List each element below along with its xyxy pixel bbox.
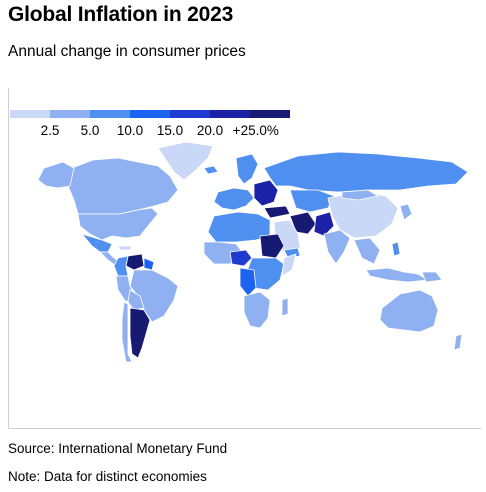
region-central-africa <box>239 267 257 297</box>
region-venezuela <box>125 253 145 271</box>
region-central-asia <box>289 189 335 213</box>
region-mongolia <box>341 189 379 201</box>
legend-ticks: 2.5 5.0 10.0 15.0 20.0 +25.0% <box>10 118 290 138</box>
region-new-zealand <box>453 333 463 351</box>
region-png <box>421 271 443 283</box>
legend-swatch-7 <box>250 110 290 118</box>
legend-tick-label: +25.0% <box>232 123 279 138</box>
region-guianas <box>143 257 155 271</box>
region-somalia <box>281 253 297 277</box>
region-southeast-asia <box>353 237 381 265</box>
region-india <box>323 229 351 265</box>
legend-swatch-4 <box>130 110 170 118</box>
legend-swatch-3 <box>90 110 130 118</box>
region-eastern-europe <box>253 179 279 207</box>
data-note: Note: Data for distinct economies <box>8 469 207 484</box>
region-pakistan <box>313 211 335 237</box>
region-usa <box>77 207 159 241</box>
region-argentina <box>129 307 151 359</box>
legend-color-bar <box>10 110 290 118</box>
region-brazil <box>129 269 179 323</box>
region-alaska <box>37 161 75 189</box>
region-chile <box>121 301 133 363</box>
subtitle: Annual change in consumer prices <box>8 43 246 60</box>
region-western-europe <box>213 187 255 211</box>
region-scandinavia <box>235 153 259 185</box>
region-greenland <box>157 141 214 181</box>
map-frame <box>8 88 481 429</box>
legend-swatch-2 <box>50 110 90 118</box>
region-caribbean <box>117 245 133 251</box>
region-turkey <box>263 205 291 219</box>
region-southern-africa <box>243 291 271 329</box>
region-canada <box>67 157 179 215</box>
region-japan <box>399 203 413 221</box>
world-inflation-map <box>37 141 469 363</box>
legend-swatch-1 <box>10 110 50 118</box>
region-iceland <box>203 165 219 175</box>
legend-swatch-6 <box>210 110 250 118</box>
region-madagascar <box>281 297 289 317</box>
legend-tick-label: 5.0 <box>80 123 100 138</box>
region-philippines <box>391 241 401 257</box>
legend-tick-label: 10.0 <box>116 123 144 138</box>
legend-tick-label: 20.0 <box>196 123 224 138</box>
legend-tick-label: 15.0 <box>156 123 184 138</box>
region-nigeria <box>229 249 253 267</box>
region-russia <box>263 151 469 193</box>
legend-swatch-5 <box>170 110 210 118</box>
source-note: Source: International Monetary Fund <box>8 441 228 456</box>
region-australia <box>379 289 439 333</box>
region-indonesia <box>365 267 429 283</box>
region-sudan <box>259 233 285 259</box>
legend-tick-label: 2.5 <box>40 123 60 138</box>
page-title: Global Inflation in 2023 <box>8 3 234 26</box>
color-legend: 2.5 5.0 10.0 15.0 20.0 +25.0% <box>10 110 290 140</box>
